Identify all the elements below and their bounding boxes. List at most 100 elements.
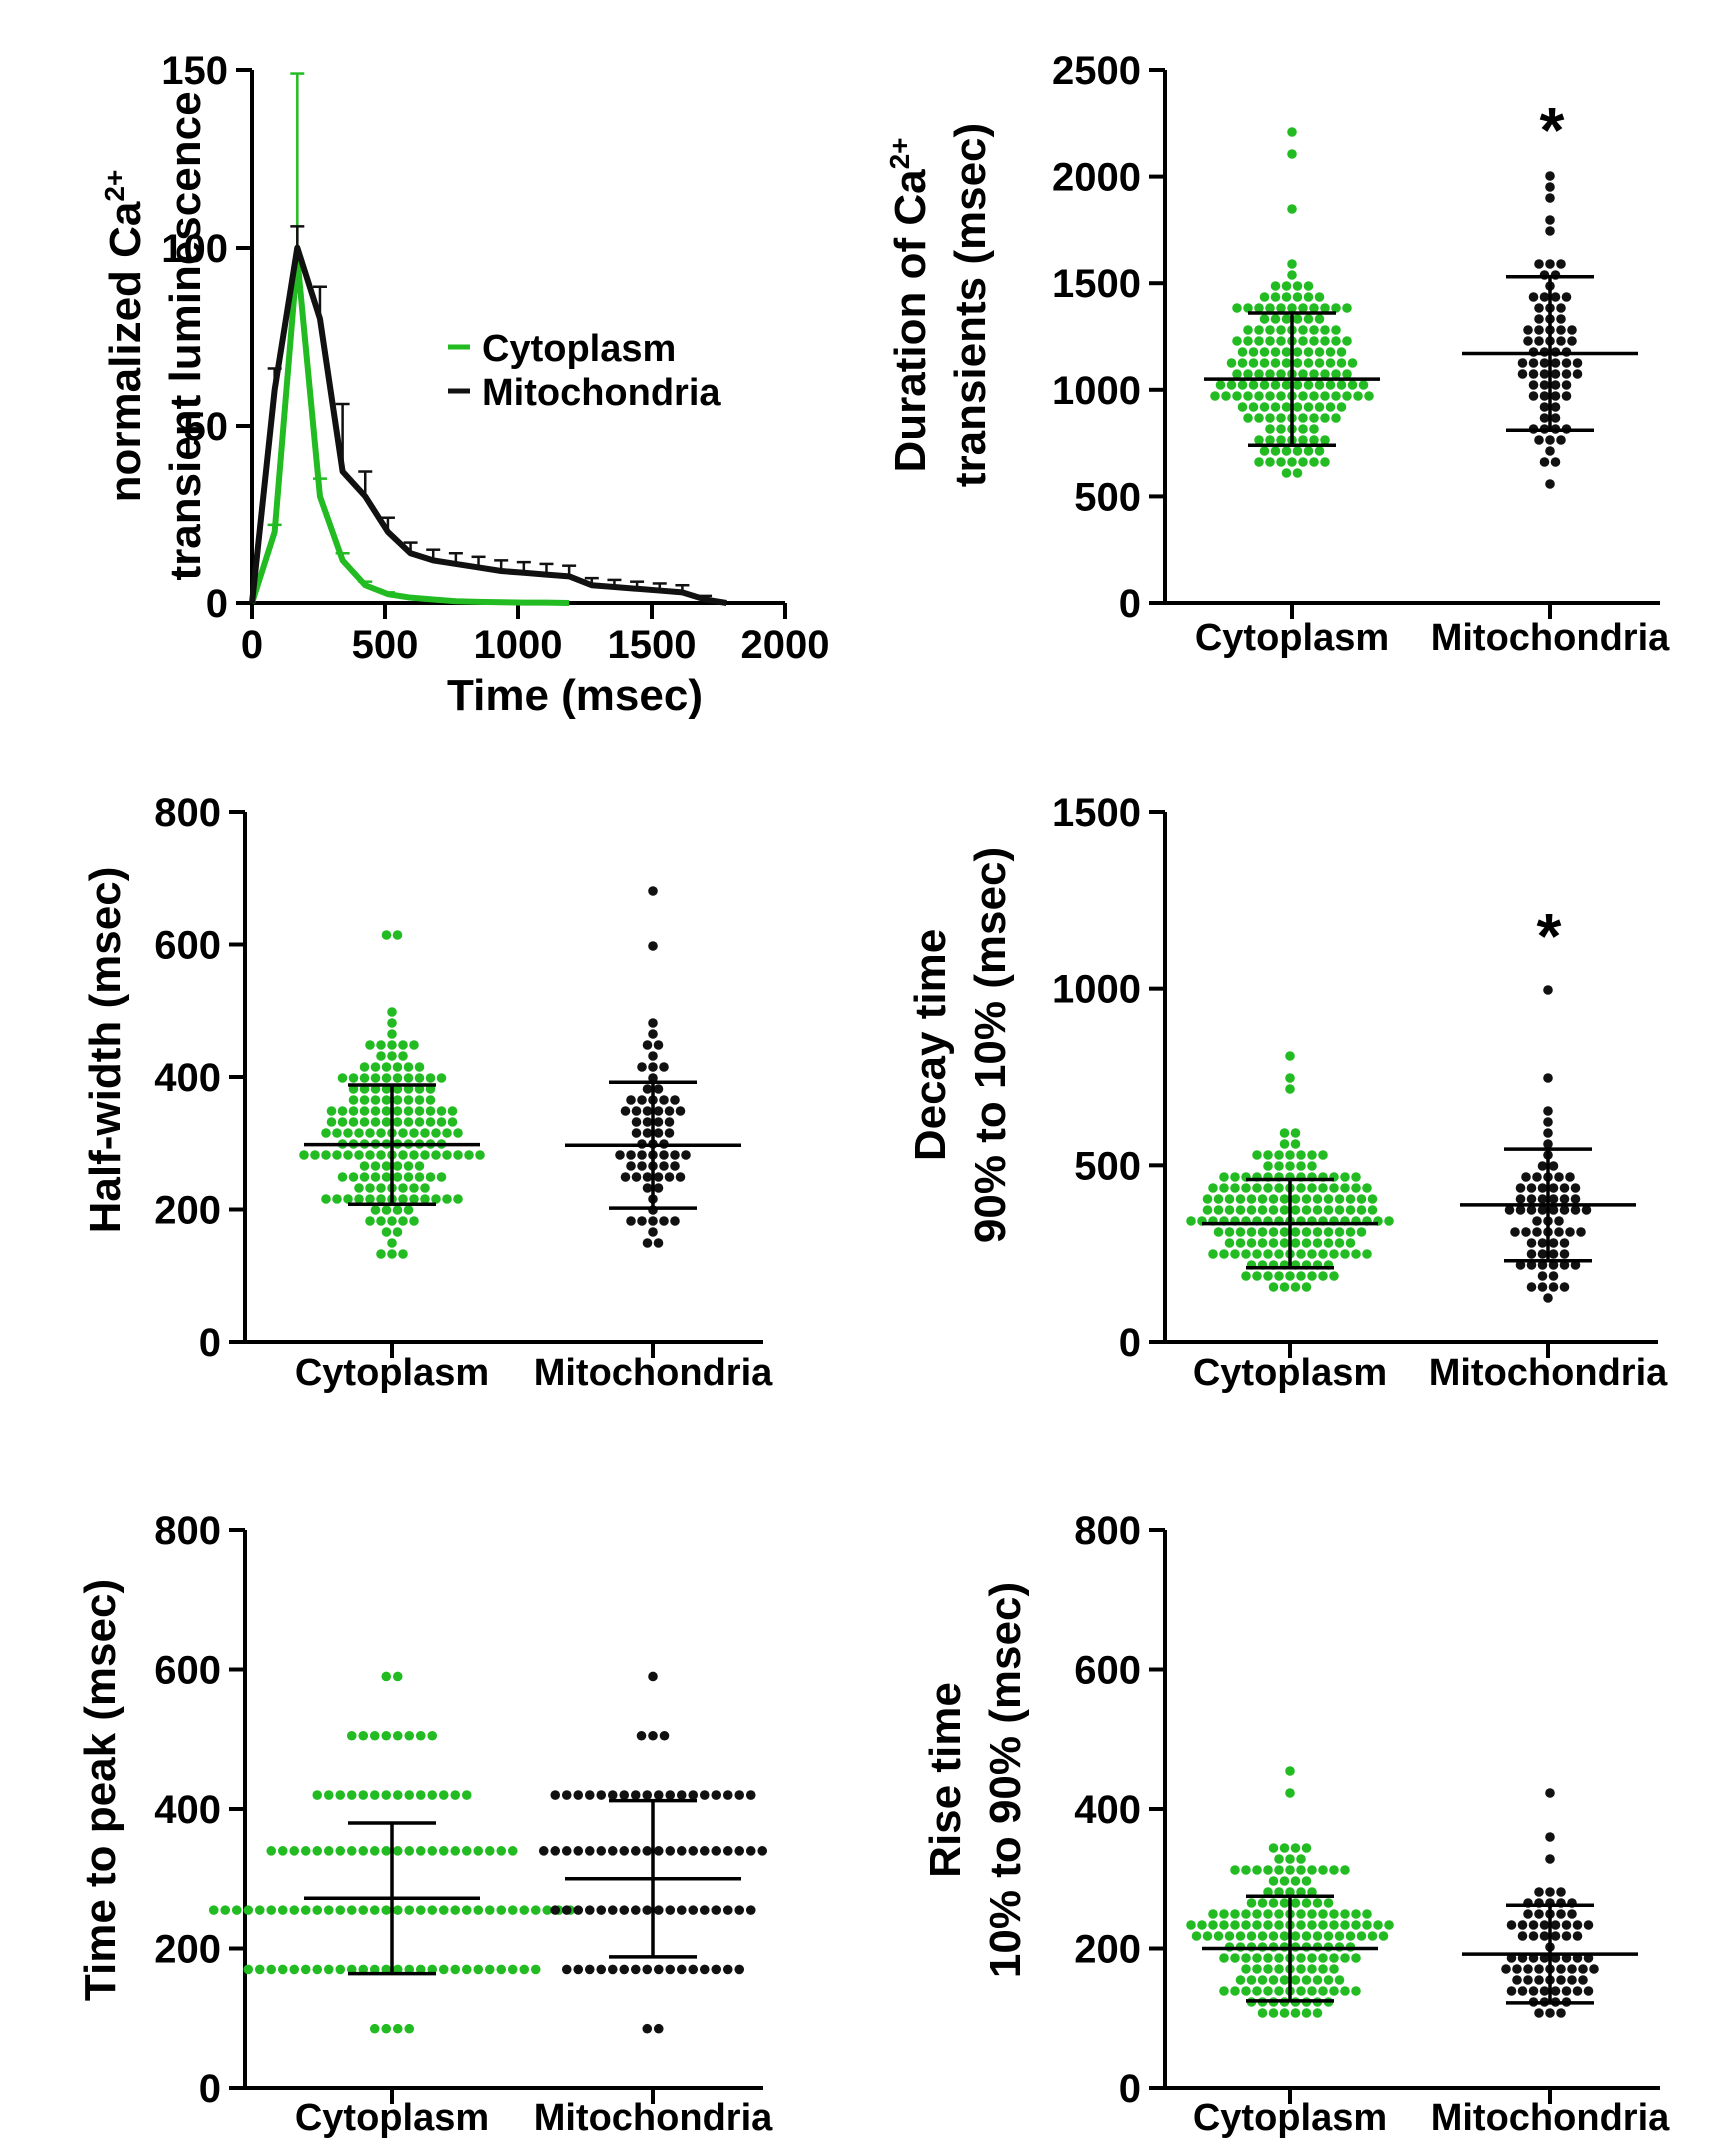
data-point-cytoplasm <box>1252 1249 1262 1259</box>
data-point-cytoplasm <box>1274 1271 1284 1281</box>
data-point-cytoplasm <box>403 1172 414 1182</box>
data-point-cytoplasm <box>1257 1205 1268 1215</box>
data-point-mitochondria <box>699 1905 710 1915</box>
data-point-cytoplasm <box>1265 457 1275 467</box>
data-point-cytoplasm <box>1279 1931 1290 1941</box>
data-point-mitochondria <box>607 1964 618 1975</box>
data-point-cytoplasm <box>1268 1931 1279 1941</box>
data-point-mitochondria <box>1561 391 1572 401</box>
data-point-cytoplasm <box>1248 380 1259 390</box>
data-point-cytoplasm <box>414 1117 425 1127</box>
data-point-mitochondria <box>1556 336 1566 346</box>
data-point-cytoplasm <box>1351 1909 1361 1919</box>
data-point-cytoplasm <box>403 1062 414 1072</box>
data-point-cytoplasm <box>1246 1975 1257 1985</box>
data-point-cytoplasm <box>289 1905 300 1915</box>
data-point-cytoplasm <box>1307 1150 1317 1160</box>
data-point-cytoplasm <box>507 1846 518 1856</box>
data-point-cytoplasm <box>1303 402 1314 412</box>
data-point-cytoplasm <box>1219 1909 1229 1919</box>
data-point-mitochondria <box>607 1790 618 1800</box>
data-point-mitochondria <box>1556 1975 1566 1985</box>
data-point-mitochondria <box>1548 1183 1559 1193</box>
data-point-mitochondria <box>1534 1887 1544 1897</box>
data-point-cytoplasm <box>1331 325 1341 335</box>
data-point-mitochondria <box>1545 226 1555 236</box>
data-point-cytoplasm <box>1298 369 1308 379</box>
data-point-mitochondria <box>631 1172 642 1182</box>
data-point-cytoplasm <box>414 1172 425 1182</box>
superscript: 2+ <box>99 170 130 202</box>
data-point-mitochondria <box>711 1846 722 1856</box>
data-point-cytoplasm <box>1274 1953 1284 1963</box>
data-point-mitochondria <box>1548 1260 1559 1270</box>
data-point-cytoplasm <box>1312 1227 1323 1237</box>
data-point-cytoplasm <box>1224 1194 1235 1204</box>
data-point-cytoplasm <box>1364 391 1374 401</box>
data-point-mitochondria <box>1550 1931 1561 1941</box>
data-point-cytoplasm <box>220 1905 231 1915</box>
data-point-cytoplasm <box>1318 1271 1328 1281</box>
data-point-mitochondria <box>1537 1249 1548 1259</box>
data-point-mitochondria <box>642 1128 653 1138</box>
data-point-cytoplasm <box>414 1161 425 1171</box>
data-point-cytoplasm <box>1303 292 1314 302</box>
data-point-cytoplasm <box>1259 358 1270 368</box>
data-point-cytoplasm <box>1230 1865 1240 1875</box>
data-point-cytoplasm <box>1235 1238 1246 1248</box>
data-point-cytoplasm <box>381 1095 392 1105</box>
data-point-cytoplasm <box>1292 358 1303 368</box>
data-point-cytoplasm <box>1265 413 1275 423</box>
data-point-mitochondria <box>653 1905 664 1915</box>
data-point-mitochondria <box>659 1150 669 1160</box>
data-point-cytoplasm <box>450 1846 461 1856</box>
data-point-mitochondria <box>1534 1909 1544 1919</box>
data-point-cytoplasm <box>1285 1887 1295 1897</box>
data-point-cytoplasm <box>1318 1964 1328 1974</box>
data-point-cytoplasm <box>387 1018 397 1028</box>
data-point-cytoplasm <box>1323 1227 1334 1237</box>
data-point-cytoplasm <box>387 1040 397 1050</box>
data-point-mitochondria <box>1556 325 1566 335</box>
data-point-mitochondria <box>1550 292 1561 302</box>
data-point-cytoplasm <box>299 1150 309 1160</box>
data-point-mitochondria <box>1512 1964 1522 1974</box>
data-point-mitochondria <box>1548 1249 1559 1259</box>
data-point-mitochondria <box>722 1964 733 1975</box>
data-point-cytoplasm <box>1325 347 1336 357</box>
data-point-cytoplasm <box>1351 1249 1361 1259</box>
data-point-mitochondria <box>1526 1282 1537 1292</box>
category-label: Cytoplasm <box>1193 1352 1387 1394</box>
data-point-mitochondria <box>561 1790 572 1800</box>
data-point-mitochondria <box>1550 402 1561 412</box>
data-point-cytoplasm <box>1279 1238 1290 1248</box>
data-point-cytoplasm <box>507 1964 518 1975</box>
data-point-cytoplasm <box>1281 347 1292 357</box>
data-point-cytoplasm <box>387 1051 397 1061</box>
y-tick-label: 1500 <box>1052 791 1141 835</box>
data-point-mitochondria <box>626 1216 636 1226</box>
data-point-cytoplasm <box>404 1790 415 1800</box>
svg-text:normalized Ca2+: normalized Ca2+ <box>99 170 150 503</box>
data-point-cytoplasm <box>1325 358 1336 368</box>
data-point-mitochondria <box>1515 1194 1526 1204</box>
data-point-cytoplasm <box>420 1194 430 1204</box>
data-point-mitochondria <box>1528 391 1539 401</box>
data-point-cytoplasm <box>453 1150 463 1160</box>
data-point-cytoplasm <box>1378 1931 1389 1941</box>
data-point-mitochondria <box>1559 1183 1570 1193</box>
data-point-cytoplasm <box>1246 1194 1257 1204</box>
data-point-cytoplasm <box>1340 1865 1350 1875</box>
data-point-mitochondria <box>648 1216 658 1226</box>
data-point-mitochondria <box>659 1062 669 1072</box>
data-point-cytoplasm <box>392 1205 403 1215</box>
data-point-cytoplasm <box>1274 1150 1284 1160</box>
data-point-cytoplasm <box>461 1790 472 1800</box>
data-point-cytoplasm <box>420 1150 430 1160</box>
data-point-cytoplasm <box>1285 1766 1295 1776</box>
data-point-mitochondria <box>648 941 658 951</box>
plot-area: 0 500 1000 1500 <box>1052 791 1658 1365</box>
data-point-cytoplasm <box>1358 380 1369 390</box>
data-point-cytoplasm <box>496 1905 507 1915</box>
data-point-cytoplasm <box>1237 358 1248 368</box>
